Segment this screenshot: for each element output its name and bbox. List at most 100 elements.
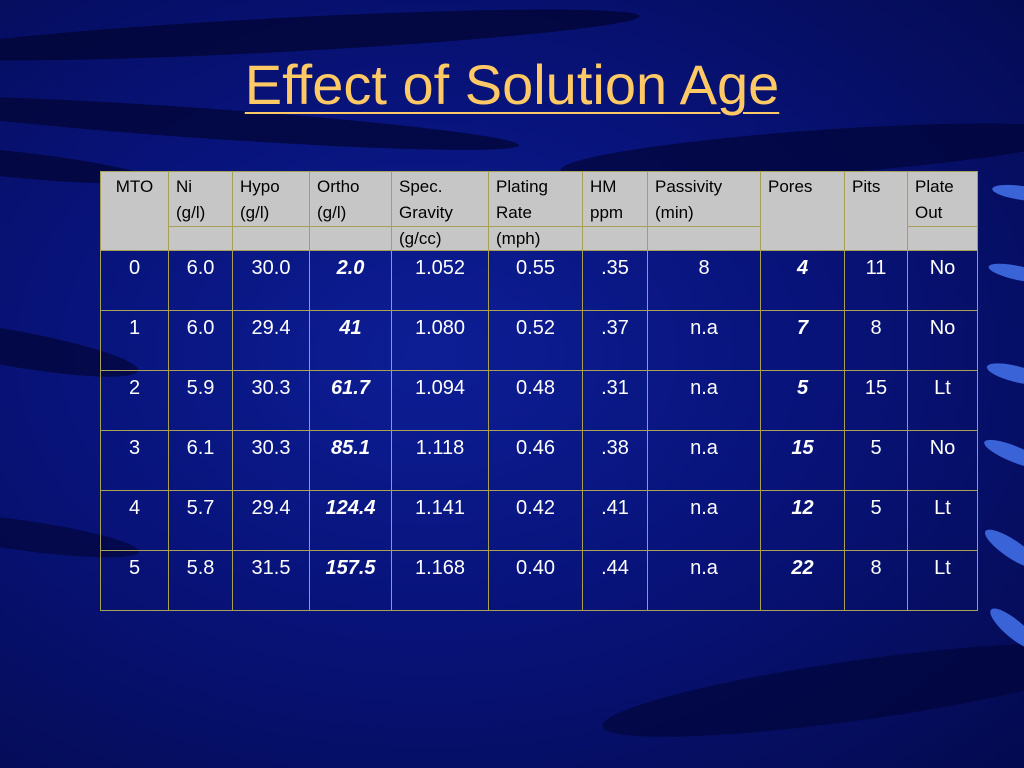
header-ni-sub — [168, 226, 233, 251]
cell-passivity: n.a — [647, 430, 761, 491]
background-streak — [984, 358, 1024, 390]
cell-pores: 12 — [760, 490, 845, 551]
header-label: Pits — [852, 177, 881, 196]
table-row: 4 5.7 29.4 124.4 1.141 0.42.41 n.a 12 5 Lt — [100, 490, 978, 551]
table-row: 5 5.8 31.5 157.5 1.168 0.40.44 n.a 22 8 Lt — [100, 550, 978, 611]
header-plate-out: Plate Out — [907, 171, 978, 227]
header-hm-sub — [582, 226, 648, 251]
header-label: Ortho — [317, 177, 360, 196]
cell-spec-gravity: 1.094 — [391, 370, 489, 431]
cell-pits: 5 — [844, 430, 908, 491]
cell-plating-rate: 0.55 — [488, 250, 583, 311]
cell-hm-ppm: .31 — [582, 370, 648, 431]
background-streak — [987, 259, 1024, 287]
header-plating-rate: Plating Rate — [488, 171, 583, 227]
cell-pits: 11 — [844, 250, 908, 311]
header-label: Plate — [915, 177, 954, 196]
header-hypo-sub — [232, 226, 310, 251]
background-streak — [985, 602, 1024, 656]
header-hm: HM ppm — [582, 171, 648, 227]
header-ortho: Ortho (g/l) — [309, 171, 392, 227]
cell-hypo: 29.4 — [232, 490, 310, 551]
header-pits: Pits — [844, 171, 908, 251]
cell-hm-ppm: .37 — [582, 310, 648, 371]
cell-pits: 5 — [844, 490, 908, 551]
cell-hm-ppm: .41 — [582, 490, 648, 551]
header-label: Pores — [768, 177, 813, 196]
solution-age-table: MTO Ni (g/l) Hypo (g/l) Ortho (g/l) Spec. Gr… — [100, 171, 978, 611]
cell-ortho: 61.7 — [309, 370, 392, 431]
cell-mto: 3 — [100, 430, 169, 491]
cell-hypo: 30.0 — [232, 250, 310, 311]
cell-hypo: 29.4 — [232, 310, 310, 371]
header-label: Gravity — [399, 203, 453, 222]
slide-title: Effect of Solution Age — [244, 53, 780, 116]
cell-ni: 6.0 — [168, 250, 233, 311]
header-label: ppm — [590, 203, 624, 222]
cell-ortho: 124.4 — [309, 490, 392, 551]
header-spec-gravity-unit: (g/cc) — [391, 226, 489, 251]
header-label: (min) — [655, 203, 694, 222]
cell-spec-gravity: 1.052 — [391, 250, 489, 311]
cell-spec-gravity: 1.080 — [391, 310, 489, 371]
cell-hm-ppm: .38 — [582, 430, 648, 491]
cell-mto: 5 — [100, 550, 169, 611]
header-label: MTO — [115, 177, 154, 196]
header-passivity: Passivity (min) — [647, 171, 761, 227]
cell-plate-out: Lt — [907, 370, 978, 431]
cell-plate-out: Lt — [907, 550, 978, 611]
background-streak — [598, 624, 1024, 756]
cell-mto: 1 — [100, 310, 169, 371]
cell-hm-ppm: .35 — [582, 250, 648, 311]
cell-pores: 5 — [760, 370, 845, 431]
cell-pits: 8 — [844, 550, 908, 611]
cell-spec-gravity: 1.168 — [391, 550, 489, 611]
table-header-subrow: (g/cc) (mph) — [101, 226, 978, 251]
cell-plating-rate: 0.52 — [488, 310, 583, 371]
table-body: 0 6.0 30.0 2.0 1.052 0.55.35 8 4 11 No 1 6.0 29.4 41 1… — [100, 250, 978, 611]
cell-mto: 4 — [100, 490, 169, 551]
background-streak — [991, 181, 1024, 205]
cell-ni: 5.8 — [168, 550, 233, 611]
header-hypo: Hypo (g/l) — [232, 171, 310, 227]
header-label: (g/l) — [176, 203, 206, 222]
cell-hypo: 30.3 — [232, 430, 310, 491]
cell-ni: 5.7 — [168, 490, 233, 551]
cell-plate-out: No — [907, 310, 978, 371]
cell-passivity: n.a — [647, 370, 761, 431]
header-label: Rate — [496, 203, 532, 222]
header-spec-gravity: Spec. Gravity — [391, 171, 489, 227]
cell-mto: 0 — [100, 250, 169, 311]
header-label: Passivity — [655, 177, 723, 196]
header-plate-out-sub — [907, 226, 978, 251]
cell-pores: 22 — [760, 550, 845, 611]
cell-hm-ppm: .44 — [582, 550, 648, 611]
header-label: Hypo — [240, 177, 280, 196]
cell-pores: 7 — [760, 310, 845, 371]
header-pores: Pores — [760, 171, 845, 251]
cell-ortho: 41 — [309, 310, 392, 371]
header-label: Ni — [176, 177, 193, 196]
header-label: Plating — [496, 177, 548, 196]
cell-pits: 8 — [844, 310, 908, 371]
cell-ni: 5.9 — [168, 370, 233, 431]
header-label: HM — [590, 177, 617, 196]
header-passivity-sub — [647, 226, 761, 251]
header-label: Spec. — [399, 177, 443, 196]
cell-plate-out: Lt — [907, 490, 978, 551]
header-plating-rate-unit: (mph) — [488, 226, 583, 251]
cell-hypo: 31.5 — [232, 550, 310, 611]
cell-passivity: n.a — [647, 490, 761, 551]
cell-hypo: 30.3 — [232, 370, 310, 431]
cell-plating-rate: 0.42 — [488, 490, 583, 551]
header-ortho-sub — [309, 226, 392, 251]
cell-pores: 15 — [760, 430, 845, 491]
header-mto: MTO — [100, 171, 169, 251]
cell-ni: 6.0 — [168, 310, 233, 371]
header-label: (g/l) — [240, 203, 270, 222]
table-row: 1 6.0 29.4 41 1.080 0.52.37 n.a 7 8 No — [100, 310, 978, 371]
table-row: 3 6.1 30.3 85.1 1.118 0.46.38 n.a 15 5 No — [100, 430, 978, 491]
background-streak — [981, 434, 1024, 474]
cell-pores: 4 — [760, 250, 845, 311]
